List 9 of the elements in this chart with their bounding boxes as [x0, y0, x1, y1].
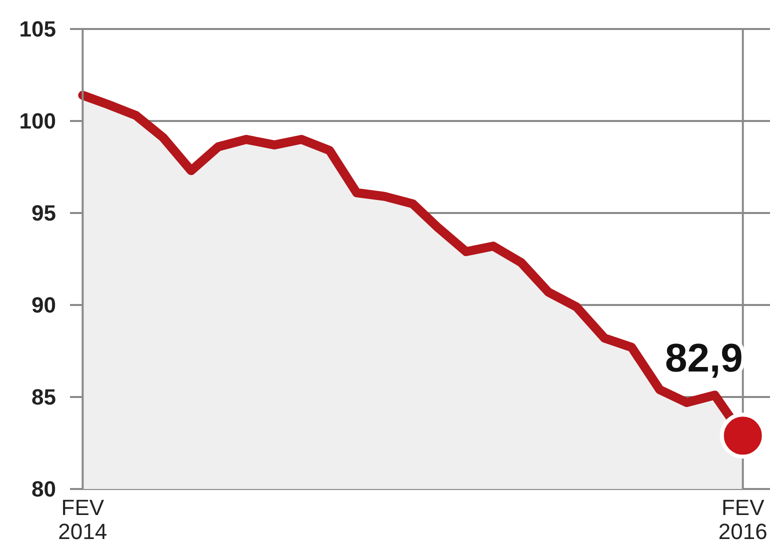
y-tick-label: 105: [19, 16, 56, 42]
y-tick-label: 100: [19, 108, 56, 134]
x-tick-label: FEV 2014: [58, 495, 108, 544]
y-tick-label: 90: [32, 292, 56, 318]
annotation: 82,9: [665, 336, 743, 381]
y-tick-label: 85: [32, 384, 56, 410]
y-tick-label: 95: [32, 200, 56, 226]
x-tick-label: FEV 2016: [718, 495, 768, 544]
y-tick-label: 80: [32, 476, 56, 502]
